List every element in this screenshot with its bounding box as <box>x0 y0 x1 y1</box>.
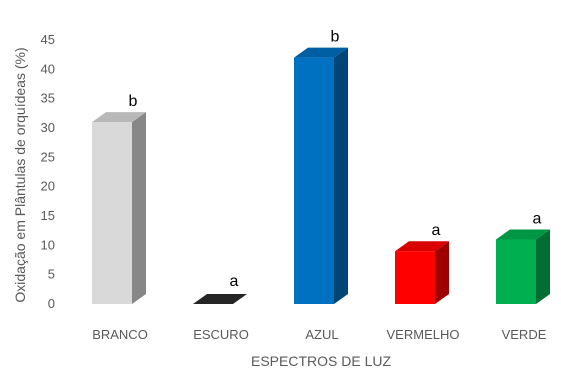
y-tick-label: 30 <box>41 120 55 135</box>
y-tick-label: 35 <box>41 91 55 106</box>
category-label: VERMELHO <box>387 327 460 342</box>
significance-label: a <box>230 273 239 290</box>
bar-front <box>395 251 435 304</box>
bar-top <box>395 241 449 252</box>
significance-labels: b a b a a <box>129 29 542 290</box>
significance-label: b <box>129 93 138 110</box>
category-label: VERDE <box>502 327 547 342</box>
significance-label: a <box>432 222 441 239</box>
bar-side <box>435 241 449 304</box>
bar-front <box>294 57 334 304</box>
y-tick-label: 10 <box>41 237 55 252</box>
bar-azul <box>294 47 348 304</box>
category-labels: BRANCO ESCURO AZUL VERMELHO VERDE <box>92 327 547 342</box>
y-tick-label: 0 <box>48 296 55 311</box>
y-tick-label: 15 <box>41 208 55 223</box>
bar-front <box>92 122 132 304</box>
bar-top <box>294 47 348 58</box>
bar-side <box>132 112 146 304</box>
bar-top <box>193 294 247 304</box>
bar-side <box>334 47 348 304</box>
y-tick-label: 5 <box>48 267 55 282</box>
significance-label: b <box>331 29 340 46</box>
bar-side <box>536 229 550 304</box>
bar-verde <box>496 229 550 304</box>
bar-top <box>496 229 550 240</box>
y-tick-label: 45 <box>41 32 55 47</box>
bar-escuro <box>193 294 247 304</box>
y-tick-label: 25 <box>41 149 55 164</box>
y-tick-label: 20 <box>41 179 55 194</box>
y-axis-title: Oxidação em Plântulas de orquídeas (%) <box>12 47 28 302</box>
y-tick-label: 40 <box>41 61 55 76</box>
y-axis-ticks: 0 5 10 15 20 25 30 35 40 45 <box>41 32 55 311</box>
bar-vermelho <box>395 241 449 304</box>
significance-label: a <box>533 210 542 227</box>
bar-branco <box>92 112 146 304</box>
bar-front <box>496 239 536 304</box>
category-label: BRANCO <box>92 327 148 342</box>
bar-top <box>92 112 146 123</box>
bars <box>92 47 550 304</box>
category-label: ESCURO <box>193 327 249 342</box>
x-axis-title: ESPECTROS DE LUZ <box>251 353 391 369</box>
category-label: AZUL <box>305 327 338 342</box>
